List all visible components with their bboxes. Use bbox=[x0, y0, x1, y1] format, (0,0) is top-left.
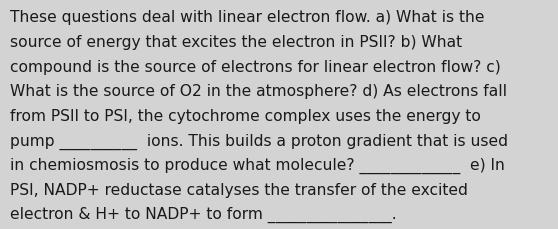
Text: What is the source of O2 in the atmosphere? d) As electrons fall: What is the source of O2 in the atmosphe… bbox=[10, 84, 507, 99]
Text: from PSII to PSI, the cytochrome complex uses the energy to: from PSII to PSI, the cytochrome complex… bbox=[10, 108, 481, 123]
Text: PSI, NADP+ reductase catalyses the transfer of the excited: PSI, NADP+ reductase catalyses the trans… bbox=[10, 182, 468, 197]
Text: in chemiosmosis to produce what molecule? _____________  e) In: in chemiosmosis to produce what molecule… bbox=[10, 157, 505, 173]
Text: source of energy that excites the electron in PSII? b) What: source of energy that excites the electr… bbox=[10, 35, 462, 50]
Text: These questions deal with linear electron flow. a) What is the: These questions deal with linear electro… bbox=[10, 10, 484, 25]
Text: compound is the source of electrons for linear electron flow? c): compound is the source of electrons for … bbox=[10, 59, 501, 74]
Text: pump __________  ions. This builds a proton gradient that is used: pump __________ ions. This builds a prot… bbox=[10, 133, 508, 149]
Text: electron & H+ to NADP+ to form ________________.: electron & H+ to NADP+ to form _________… bbox=[10, 206, 397, 222]
